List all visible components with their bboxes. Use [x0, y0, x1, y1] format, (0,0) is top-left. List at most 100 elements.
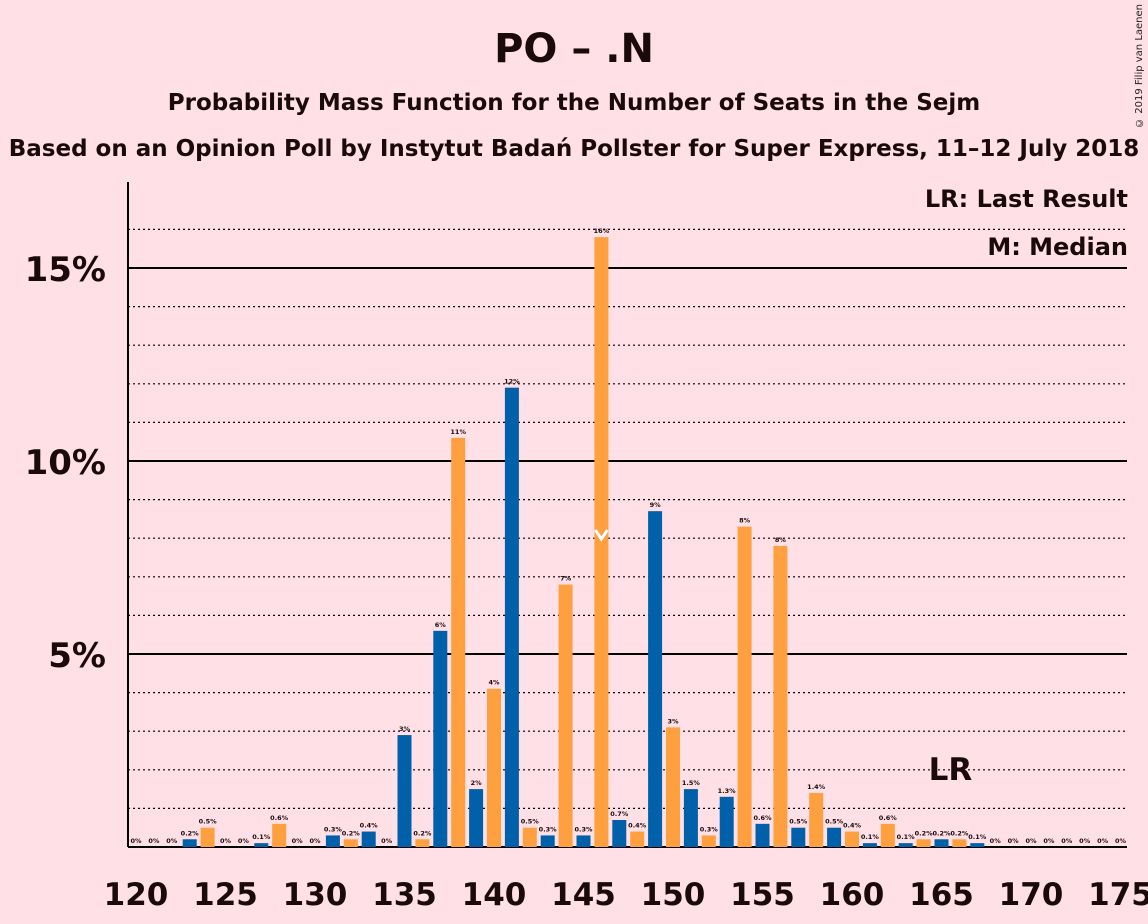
bar-seat-123 [182, 839, 197, 847]
bar-seat-143 [540, 835, 555, 847]
bar-value-label: 3% [399, 725, 411, 733]
bar-value-label: 0.2% [915, 829, 934, 837]
bar-seat-152 [701, 835, 716, 847]
bar-seat-136 [415, 839, 430, 847]
bar-value-label: 3% [667, 717, 679, 725]
bar-seat-148 [630, 831, 645, 847]
x-tick-label: 120 [104, 877, 169, 913]
bar-value-label: 6% [435, 621, 447, 629]
bar-seat-133 [361, 831, 376, 847]
bar-value-label: 0% [1043, 837, 1055, 845]
bar-value-label: 0.4% [360, 822, 379, 830]
x-tick-label: 150 [641, 877, 706, 913]
bar-value-label: 0.6% [879, 814, 898, 822]
bar-seat-160 [845, 831, 859, 847]
bar-value-label: 1.4% [807, 783, 826, 791]
bar-value-label: 0.5% [789, 818, 808, 826]
bar-value-label: 0.3% [539, 825, 558, 833]
x-tick-label: 175 [1088, 877, 1148, 913]
bar-seat-140 [487, 688, 501, 847]
bar-value-label: 4% [488, 679, 500, 687]
bar-seat-144 [558, 584, 573, 847]
bar-value-label: 0% [238, 837, 250, 845]
x-tick-label: 145 [551, 877, 616, 913]
bar-value-label: 0.2% [342, 829, 361, 837]
bar-seat-147 [612, 819, 627, 847]
bar-value-label: 0% [148, 837, 160, 845]
bar-seat-162 [880, 823, 895, 847]
bar-value-label: 0% [1008, 837, 1020, 845]
bar-value-label: 0.7% [610, 810, 629, 818]
bar-value-label: 0% [1025, 837, 1037, 845]
y-tick-label: 5% [48, 636, 106, 676]
bar-value-label: 0.2% [413, 829, 432, 837]
bar-seat-159 [827, 827, 842, 847]
bar-value-label: 0% [1097, 837, 1109, 845]
bar-value-label: 0.6% [270, 814, 289, 822]
bar-value-label: 0.5% [199, 818, 218, 826]
bar-seat-139 [469, 789, 484, 847]
bar-seat-151 [683, 789, 698, 847]
bar-seat-164 [916, 839, 931, 847]
bar-value-label: 0.3% [324, 825, 343, 833]
bar-value-label: 1.5% [682, 779, 701, 787]
legend-last-result: LR: Last Result [924, 185, 1128, 213]
bar-seat-127 [254, 843, 269, 847]
bar-value-label: 12% [504, 378, 520, 386]
bar-value-label: 0% [1061, 837, 1073, 845]
x-tick-label: 165 [909, 877, 974, 913]
x-tick-label: 130 [283, 877, 348, 913]
bar-seat-165 [934, 839, 949, 847]
bar-seat-158 [809, 792, 824, 847]
bar-seat-131 [325, 835, 340, 847]
bar-seat-163 [898, 843, 913, 847]
bar-value-label: 2% [471, 779, 483, 787]
bar-seat-146 [594, 237, 609, 847]
last-result-marker: LR [929, 752, 973, 788]
bar-value-label: 0.5% [521, 818, 540, 826]
bar-seat-150 [666, 727, 680, 847]
chart-subtitle-poll: Based on an Opinion Poll by Instytut Bad… [8, 136, 1140, 162]
bar-seat-154 [737, 526, 752, 847]
bar-seat-157 [791, 827, 806, 847]
bar-seat-137 [433, 630, 448, 847]
legend-median: M: Median [987, 233, 1128, 261]
median-marker [594, 529, 609, 542]
bar-value-label: 0.5% [825, 818, 844, 826]
bar-value-label: 0.1% [861, 833, 880, 841]
bar-seat-132 [343, 839, 358, 847]
bar-seat-141 [504, 387, 519, 847]
bar-value-label: 9% [650, 501, 662, 509]
bar-seat-128 [272, 823, 287, 847]
bar-value-label: 7% [560, 575, 572, 583]
chart-subtitle: Probability Mass Function for the Number… [167, 90, 981, 116]
bar-seat-149 [648, 511, 663, 847]
bar-value-label: 0.2% [950, 829, 969, 837]
x-tick-label: 155 [730, 877, 795, 913]
x-tick-label: 125 [193, 877, 258, 913]
bar-value-label: 8% [739, 517, 751, 525]
bar-value-label: 8% [775, 536, 787, 544]
bar-value-label: 0.4% [843, 822, 862, 830]
bar-seat-135 [397, 735, 412, 847]
x-tick-label: 135 [372, 877, 437, 913]
bar-seat-167 [970, 843, 985, 847]
bar-value-label: 0% [130, 837, 142, 845]
bar-value-label: 0% [220, 837, 232, 845]
chart-title: PO – .N [494, 26, 654, 72]
bar-value-label: 1.3% [718, 787, 737, 795]
bar-value-label: 0.1% [897, 833, 916, 841]
bar-value-label: 0.1% [252, 833, 271, 841]
bar-value-label: 0% [309, 837, 321, 845]
bar-value-label: 0% [381, 837, 393, 845]
bar-seat-153 [719, 796, 734, 847]
y-tick-label: 10% [25, 443, 106, 483]
bar-seat-138 [451, 437, 466, 847]
bar-seat-145 [576, 835, 591, 847]
y-tick-label: 15% [25, 250, 106, 290]
bar-value-label: 0.2% [932, 829, 951, 837]
x-tick-label: 170 [999, 877, 1064, 913]
bar-seat-155 [755, 823, 770, 847]
bar-seat-156 [773, 545, 788, 847]
